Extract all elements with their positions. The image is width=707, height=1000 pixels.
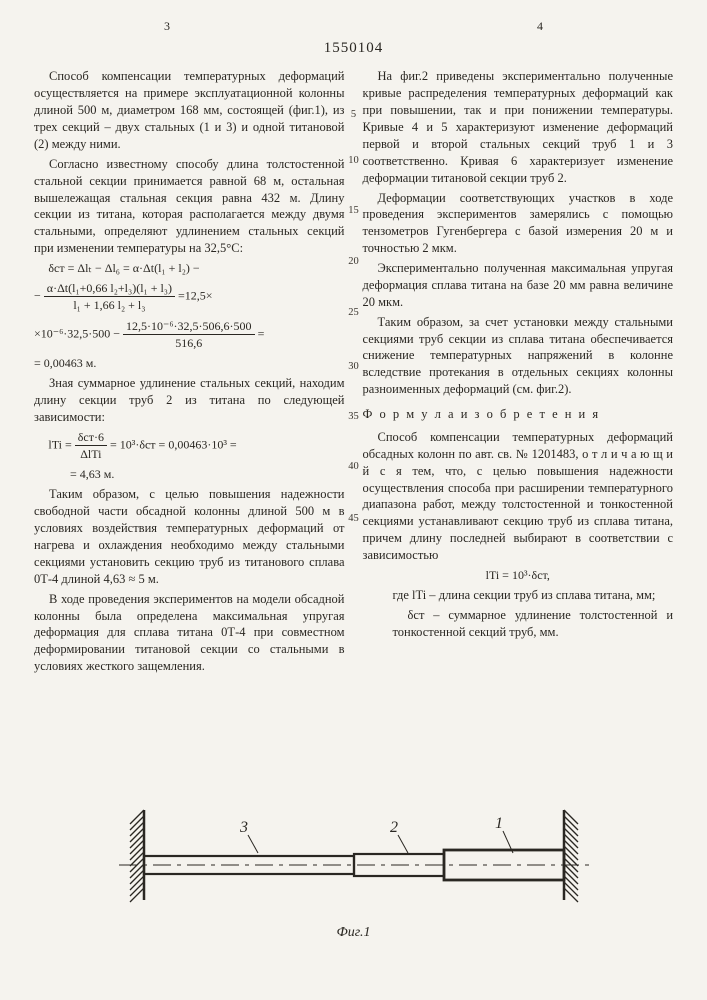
line-number: 10	[344, 154, 364, 168]
figure-caption: Фиг.1	[0, 924, 707, 943]
para: Таким образом, с целью повышения надежно…	[34, 486, 345, 587]
line-number: 30	[344, 360, 364, 374]
equation: δст = Δlₜ − Δl₆ = α·Δt(l₁ + l₂) −	[34, 260, 345, 276]
para: Экспериментально полученная максимальная…	[363, 260, 674, 311]
right-column: На фиг.2 приведены экспериментально полу…	[363, 68, 674, 678]
equation: = 4,63 м.	[34, 466, 345, 482]
line-number: 15	[344, 204, 364, 218]
figure-svg: 3 2 1	[94, 770, 614, 920]
line-number: 35	[344, 410, 364, 424]
para: Деформации соответствующих участков в хо…	[363, 190, 674, 258]
svg-text:3: 3	[239, 819, 248, 836]
page-number-right: 4	[537, 18, 543, 34]
para: Согласно известному способу длина толсто…	[34, 156, 345, 257]
para: В ходе проведения экспериментов на модел…	[34, 591, 345, 675]
line-number: 45	[344, 512, 364, 526]
line-number: 25	[344, 306, 364, 320]
formula-heading: Ф о р м у л а и з о б р е т е н и я	[363, 406, 674, 423]
svg-text:2: 2	[390, 819, 398, 836]
line-number: 5	[344, 108, 364, 122]
claim: Способ компенсации температурных деформа…	[363, 429, 674, 641]
left-column: Способ компенсации температурных деформа…	[34, 68, 345, 678]
figure-1: 3 2 1 Фиг.1	[0, 770, 707, 970]
document-number: 1550104	[34, 38, 673, 58]
equation: = 0,00463 м.	[34, 355, 345, 371]
claim-equation: lTi = 10³·δст,	[363, 567, 674, 583]
page-number-left: 3	[164, 18, 170, 34]
para: Таким образом, за счет установки между с…	[363, 314, 674, 398]
where-line: где lTi – длина секции труб из сплава ти…	[363, 587, 674, 604]
para: Способ компенсации температурных деформа…	[34, 68, 345, 152]
where-line: δст – суммарное удлинение толстостенной …	[363, 607, 674, 641]
line-number: 40	[344, 460, 364, 474]
line-number: 20	[344, 255, 364, 269]
equation: − α·Δt(l₁+0,66 l₂+l₃)(l₁ + l₃)l₁ + 1,66 …	[34, 280, 345, 313]
equation: ×10⁻⁶·32,5·500 − 12,5·10⁻⁶·32,5·506,6·50…	[34, 318, 345, 351]
para: Зная суммарное удлинение стальных секций…	[34, 375, 345, 426]
para: На фиг.2 приведены экспериментально полу…	[363, 68, 674, 186]
claim-text: Способ компенсации температурных деформа…	[363, 429, 674, 564]
equation: lTi = δст·6ΔlTi = 10³·δст = 0,00463·10³ …	[34, 429, 345, 462]
svg-text:1: 1	[495, 815, 503, 832]
